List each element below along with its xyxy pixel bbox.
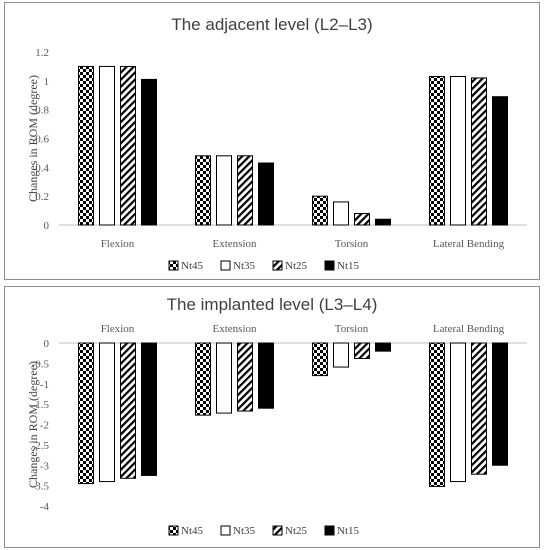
y-tick-label: 0 [44,220,50,232]
bar-nt35-torsion [333,201,349,226]
y-tick-label: -4 [40,501,50,513]
chart-title: The adjacent level (L2–L3) [171,15,373,34]
y-tick-label: 0.4 [35,162,49,174]
bar-nt35-flexion [99,65,115,226]
legend-label: Nt35 [233,260,256,272]
bar-nt35-flexion [99,342,115,483]
legend-swatch-nt45 [168,525,179,536]
bar-nt45-extension [195,155,211,226]
y-tick-label: 1.2 [35,47,49,59]
bar-nt35-torsion [333,342,349,368]
y-axis-title: Changes in ROM (degree) [26,361,40,488]
legend-swatch-nt45 [168,260,179,271]
legend-swatch-nt35 [220,260,231,271]
category-label: Torsion [335,323,369,335]
bar-nt15-torsion [375,218,391,226]
legend-swatch-nt15 [324,260,335,271]
bar-nt25-extension [237,155,253,226]
category-label: Torsion [335,238,369,250]
bar-nt25-lateral-bending [471,77,487,226]
chart-canvas-implanted: Changes in ROM (degree) 0 -0.5 -1 -1.5 -2 -2.5… [26,323,527,537]
y-tick-label: -1 [40,379,49,391]
legend-label: Nt25 [285,260,308,272]
y-tick-label: -3.5 [32,481,50,493]
bar-nt45-flexion [78,342,94,485]
bar-nt45-extension [195,342,211,416]
bar-nt15-torsion [375,342,391,352]
y-tick-label: 0.2 [35,191,49,203]
bar-nt45-torsion [312,342,328,377]
category-label: Extension [213,238,257,250]
legend-swatch-nt35 [220,525,231,536]
bar-nt15-flexion [141,342,157,476]
y-tick-label: -3 [40,460,50,472]
category-label: Lateral Bending [433,323,505,335]
y-tick-label: 0 [44,338,50,350]
y-tick-label: 0.8 [35,105,49,117]
category-label: Extension [213,323,257,335]
chart-panel-implanted: The implanted level (L3–L4) Changes in R… [4,286,540,548]
bar-nt25-torsion [354,342,370,359]
bar-nt35-extension [216,155,232,226]
legend-label: Nt35 [233,525,256,537]
bar-nt35-lateral-bending [450,76,466,226]
category-label: Lateral Bending [433,238,505,250]
legend-label: Nt15 [337,525,360,537]
bar-nt15-extension [258,342,274,409]
bar-nt35-lateral-bending [450,342,466,483]
y-tick-label: -2.5 [32,440,50,452]
legend-swatch-nt25 [272,260,283,271]
y-tick-label: 0.6 [35,134,49,146]
bar-nt45-flexion [78,65,94,226]
y-tick-label: -1.5 [32,399,50,411]
y-tick-label: 1 [44,76,50,88]
category-label: Flexion [101,323,135,335]
bar-nt25-torsion [354,212,370,226]
legend-label: Nt25 [285,525,308,537]
bar-nt25-lateral-bending [471,342,487,475]
bar-nt45-lateral-bending [429,76,445,226]
bar-nt35-extension [216,342,232,414]
legend-label: Nt45 [181,260,204,272]
chart-canvas-adjacent: Changes in ROM (degree) 0 0.2 0.4 0.6 0.8 1 1.2… [26,47,527,272]
chart-title: The implanted level (L3–L4) [166,295,378,314]
bar-nt15-lateral-bending [492,342,508,466]
bar-nt15-flexion [141,78,157,226]
bar-nt25-extension [237,342,253,412]
bar-nt25-flexion [120,65,136,226]
bar-nt45-lateral-bending [429,342,445,487]
y-axis-title: Changes in ROM (degree) [26,75,40,202]
legend-swatch-nt15 [324,525,335,536]
legend-label: Nt45 [181,525,204,537]
legend-label: Nt15 [337,260,360,272]
bar-nt15-extension [258,162,274,226]
bar-nt25-flexion [120,342,136,479]
category-label: Flexion [101,238,135,250]
y-tick-label: -2 [40,420,49,432]
legend-swatch-nt25 [272,525,283,536]
bar-nt15-lateral-bending [492,96,508,226]
bar-nt45-torsion [312,195,328,226]
chart-panel-adjacent: The adjacent level (L2–L3) Changes in RO… [4,2,540,280]
y-tick-label: -0.5 [32,358,50,370]
